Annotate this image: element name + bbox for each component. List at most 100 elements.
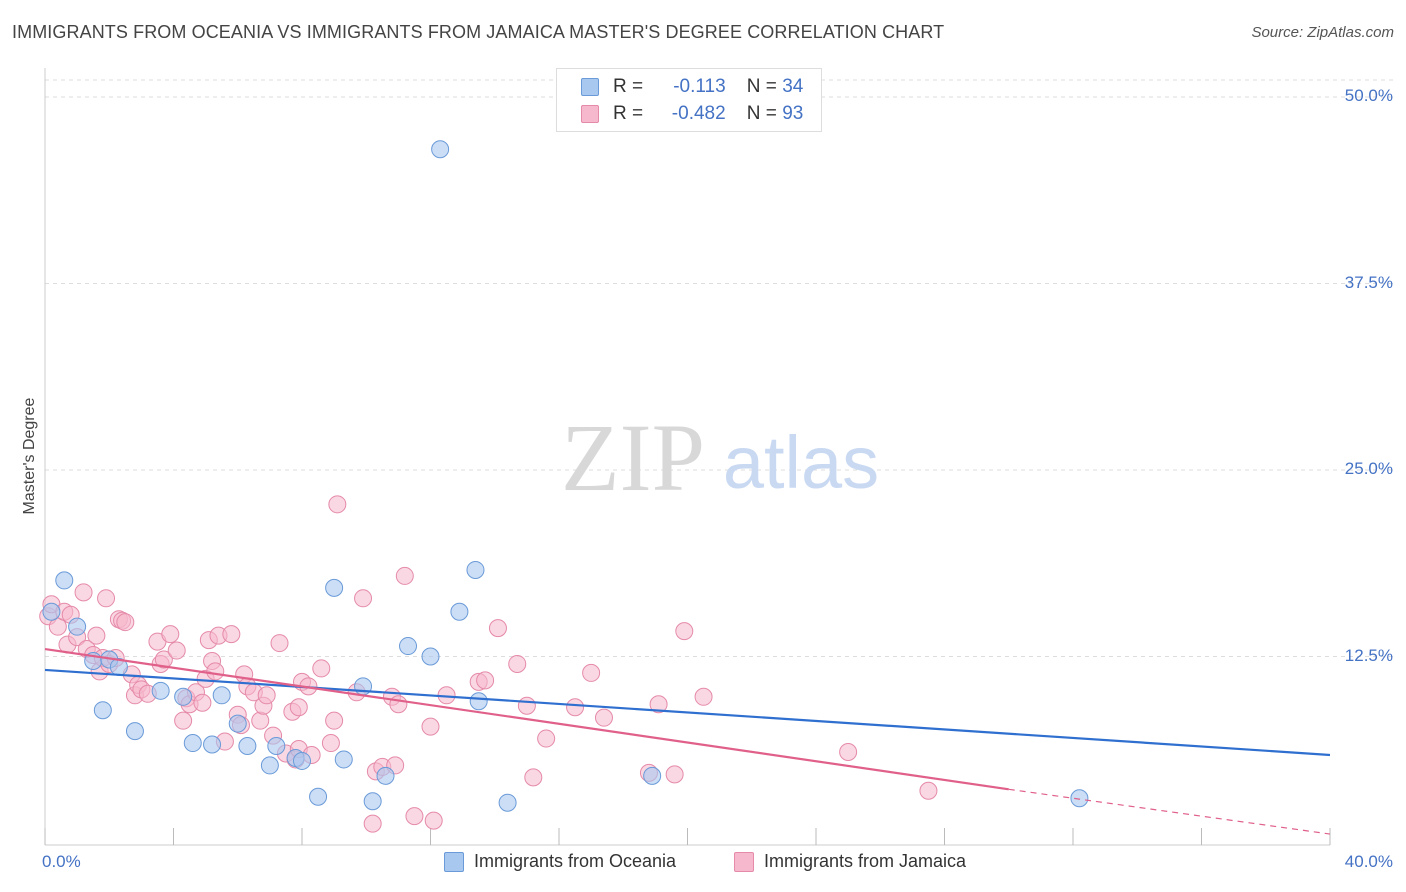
oceania-point-26 (421, 647, 440, 666)
jamaica-point-82 (537, 729, 556, 748)
jamaica-point-60 (321, 734, 340, 753)
watermark-atlas: atlas (723, 421, 879, 504)
legend-n-label: N = (746, 103, 777, 124)
trend-line-oceania (44, 668, 1331, 757)
oceania-point-33 (1070, 789, 1089, 808)
oceania-point-14 (238, 737, 257, 756)
y-tick-label-2: 37.5% (1344, 272, 1393, 292)
oceania-point-15 (260, 756, 279, 775)
jamaica-point-50 (270, 634, 289, 653)
legend-r-label: R = (613, 103, 644, 124)
jamaica-point-26 (154, 650, 173, 669)
legend-r-value-oceania: -0.113 (673, 76, 726, 97)
jamaica-point-77 (476, 671, 495, 690)
jamaica-point-33 (193, 693, 212, 712)
grid-lines (45, 79, 1393, 657)
jamaica-point-83 (566, 698, 585, 717)
jamaica-point-13 (97, 589, 116, 608)
jamaica-point-92 (919, 781, 938, 800)
oceania-point-31 (498, 793, 517, 812)
jamaica-point-18 (116, 613, 135, 632)
jamaica-point-81 (524, 768, 543, 787)
legend-r-value-jamaica: -0.482 (671, 103, 726, 124)
jamaica-point-91 (839, 742, 858, 761)
jamaica-point-74 (424, 811, 443, 830)
axes (44, 68, 1331, 846)
jamaica-point-88 (665, 765, 684, 784)
x-tick-label-min: 0.0% (42, 852, 81, 871)
chart-source: Source: ZipAtlas.com (1251, 24, 1394, 41)
oceania-point-32 (643, 766, 662, 785)
jamaica-point-48 (257, 686, 276, 705)
legend-row-oceania: R = -0.113 N = 34 (581, 74, 803, 100)
jamaica-point-90 (694, 687, 713, 706)
oceania-point-29 (466, 560, 485, 579)
bottom-legend-swatch-oceania (444, 851, 464, 872)
jamaica-point-7 (74, 583, 93, 602)
oceania-point-30 (469, 692, 488, 711)
oceania-point-13 (228, 714, 247, 733)
jamaica-point-53 (289, 698, 308, 717)
jamaica-point-29 (174, 711, 193, 730)
oceania-point-12 (212, 686, 231, 705)
jamaica-point-28 (167, 641, 186, 660)
trend-lines (44, 647, 1331, 835)
watermark-zip: ZIP (561, 404, 705, 511)
bottom-legend-label-oceania: Immigrants from Oceania (474, 851, 677, 871)
oceania-point-16 (267, 737, 286, 756)
jamaica-point-59 (312, 659, 331, 678)
bottom-legend-label-jamaica: Immigrants from Jamaica (764, 851, 967, 871)
legend-row-jamaica: R = -0.482 N = 93 (581, 101, 803, 127)
oceania-point-19 (309, 787, 328, 806)
jamaica-point-2 (48, 617, 67, 636)
jamaica-point-73 (421, 717, 440, 736)
jamaica-point-71 (395, 566, 414, 585)
series-jamaica-points (39, 495, 938, 833)
jamaica-point-87 (649, 695, 668, 714)
legend-swatch-oceania (581, 78, 599, 96)
jamaica-point-84 (582, 663, 601, 682)
oceania-point-9 (174, 687, 193, 706)
legend-swatch-jamaica (581, 105, 599, 123)
jamaica-point-10 (87, 626, 106, 645)
oceania-point-23 (363, 792, 382, 811)
jamaica-point-79 (508, 654, 527, 673)
jamaica-point-37 (206, 662, 225, 681)
y-tick-label-1: 25.0% (1344, 459, 1393, 478)
jamaica-point-27 (161, 625, 180, 644)
legend-r-label: R = (613, 76, 644, 97)
jamaica-point-80 (517, 696, 536, 715)
oceania-point-4 (93, 701, 112, 720)
oceania-point-10 (183, 734, 202, 753)
jamaica-point-72 (405, 807, 424, 826)
oceania-point-21 (334, 750, 353, 769)
jamaica-point-40 (222, 625, 241, 644)
oceania-point-11 (203, 735, 222, 754)
jamaica-point-89 (675, 622, 694, 641)
oceania-point-18 (293, 751, 311, 770)
oceania-point-28 (450, 602, 469, 621)
jamaica-point-70 (389, 695, 408, 714)
oceania-point-20 (325, 578, 344, 597)
legend-n-value-jamaica: 93 (782, 103, 804, 124)
jamaica-point-78 (488, 619, 507, 638)
bottom-legend-swatch-jamaica (734, 851, 754, 872)
oceania-point-24 (376, 766, 395, 785)
oceania-point-0 (42, 602, 61, 621)
correlation-legend: R = -0.113 N = 34 R = -0.482 N = 93 (556, 68, 822, 132)
oceania-point-8 (151, 681, 170, 700)
y-tick-label-3: 50.0% (1344, 86, 1393, 105)
jamaica-point-62 (328, 495, 347, 514)
chart-title: IMMIGRANTS FROM OCEANIA VS IMMIGRANTS FR… (12, 22, 945, 42)
jamaica-point-65 (363, 814, 382, 833)
oceania-point-2 (68, 617, 87, 636)
x-tick-label-max: 40.0% (1344, 852, 1393, 871)
bottom-legend-oceania: Immigrants from Oceania (444, 851, 676, 872)
oceania-point-1 (55, 571, 74, 590)
trend-line-jamaica (44, 647, 1009, 791)
oceania-point-27 (431, 140, 450, 159)
legend-n-value-oceania: 34 (782, 76, 804, 97)
y-tick-label-0: 12.5% (1344, 645, 1393, 665)
oceania-point-7 (125, 722, 144, 741)
